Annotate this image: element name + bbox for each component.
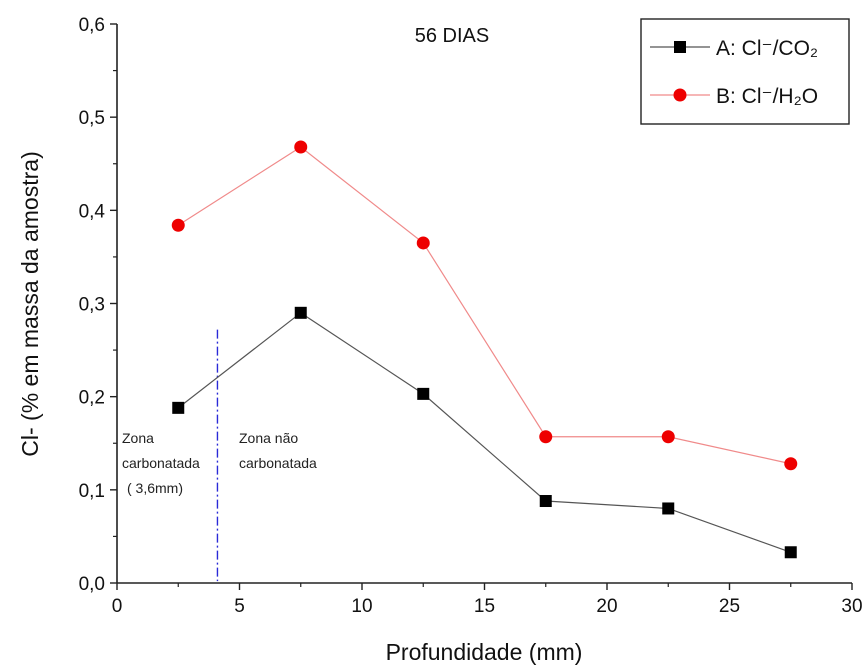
annotation-left-line-2: carbonatada	[122, 455, 200, 471]
data-point	[784, 546, 797, 559]
x-axis-title: Profundidade (mm)	[386, 639, 583, 665]
data-point	[416, 236, 430, 250]
y-axis-ticks: 0,0 0,1 0,2 0,3 0,4 0,5 0,6	[79, 15, 117, 595]
x-tick-label: 30	[841, 596, 862, 617]
annotation-left-line-3: ( 3,6mm)	[127, 480, 183, 496]
y-tick-label: 0,6	[79, 15, 105, 36]
series-line	[177, 312, 791, 553]
data-point	[171, 218, 185, 232]
data-point	[417, 387, 430, 400]
annotation-right-line-2: carbonatada	[239, 455, 317, 471]
y-tick-label: 0,3	[79, 295, 105, 316]
annotation-left-line-1: Zona	[122, 430, 154, 446]
x-tick-label: 5	[234, 596, 245, 617]
y-tick-label: 0,1	[79, 481, 105, 502]
annotation-right-line-1: Zona não	[239, 430, 298, 446]
legend-label: A: Cl⁻/CO₂	[716, 37, 818, 60]
y-tick-label: 0,5	[79, 108, 105, 129]
data-point	[661, 430, 675, 444]
x-tick-label: 20	[596, 596, 617, 617]
data-point	[784, 457, 798, 471]
y-axis-title: Cl- (% em massa da amostra)	[17, 151, 43, 456]
legend-marker	[674, 41, 686, 53]
legend-marker	[673, 88, 687, 102]
series-a	[172, 306, 797, 559]
legend: A: Cl⁻/CO₂ B: Cl⁻/H₂O	[640, 18, 850, 125]
x-tick-label: 15	[474, 596, 495, 617]
legend-label: B: Cl⁻/H₂O	[716, 85, 818, 108]
chart-title: 56 DIAS	[415, 25, 489, 47]
legend-box	[640, 18, 850, 125]
series-line	[177, 146, 791, 465]
data-point	[294, 306, 307, 319]
legend-entries: A: Cl⁻/CO₂ B: Cl⁻/H₂O	[650, 37, 818, 108]
x-axis-ticks: 0 5 10 15 20 25 30	[112, 583, 863, 617]
data-point	[294, 140, 308, 154]
data-point	[172, 401, 185, 414]
data-point	[539, 430, 553, 444]
y-tick-label: 0,0	[79, 574, 105, 595]
x-tick-label: 25	[719, 596, 740, 617]
data-point	[662, 502, 675, 515]
x-tick-label: 0	[112, 596, 123, 617]
data-point	[539, 495, 552, 508]
y-tick-label: 0,4	[79, 201, 106, 222]
y-tick-label: 0,2	[79, 388, 105, 409]
x-tick-label: 10	[351, 596, 372, 617]
series-layer	[171, 140, 798, 559]
series-b	[171, 140, 798, 471]
